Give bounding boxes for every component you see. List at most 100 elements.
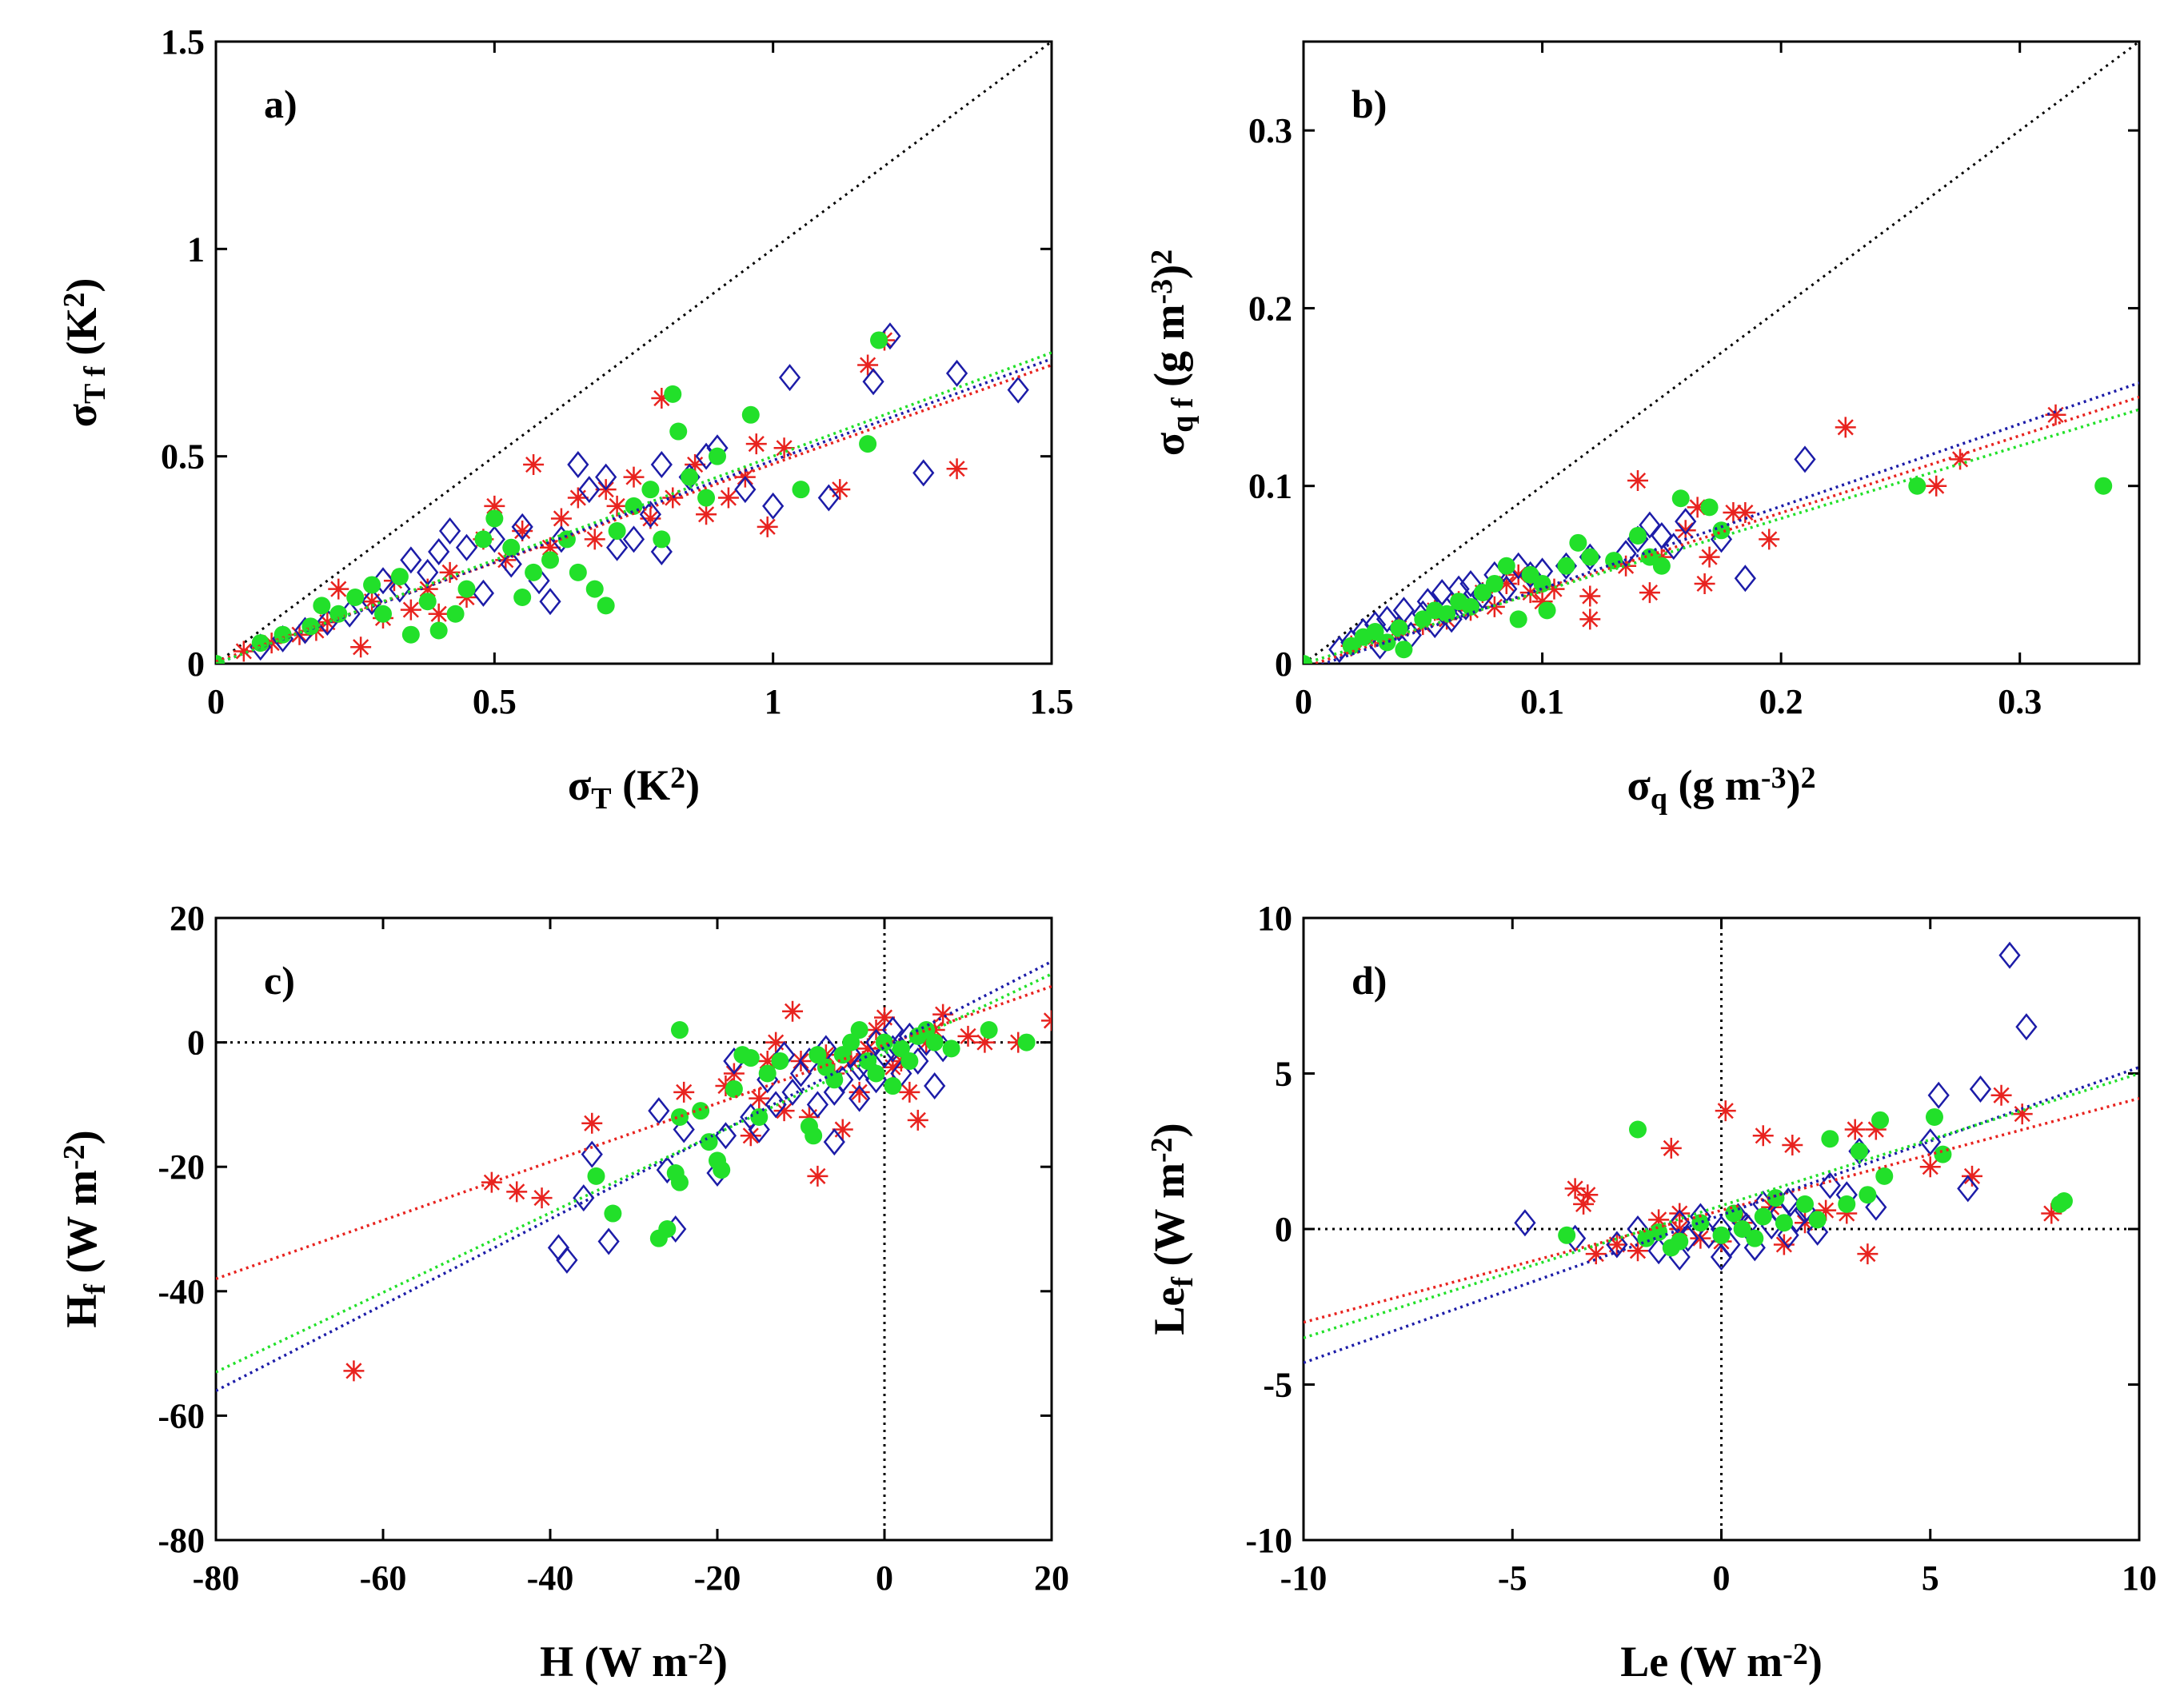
- point-asterisk: [1919, 1156, 1941, 1178]
- point-dot: [1871, 1111, 1890, 1129]
- point-asterisk: [1836, 1203, 1858, 1224]
- point-dot: [725, 1079, 743, 1098]
- point-dot: [825, 1071, 844, 1089]
- point-asterisk: [740, 1125, 761, 1147]
- y-axis-label-part: σ: [1145, 432, 1193, 456]
- point-dot: [301, 617, 320, 636]
- point-diamond: [400, 546, 422, 574]
- fit-line-red: [216, 984, 1052, 1280]
- point-asterisk: [957, 1025, 979, 1047]
- x-axis-label: H (W m-2): [540, 1638, 728, 1686]
- y-axis-label-part: (W m: [1145, 1163, 1193, 1277]
- y-tick-label: -20: [158, 1147, 205, 1187]
- point-asterisk: [1627, 470, 1648, 492]
- y-axis-label: σq f (g m-3)2: [1145, 249, 1200, 456]
- panel-label: b): [1352, 82, 1387, 126]
- point-diamond: [1675, 508, 1697, 536]
- point-asterisk: [773, 1100, 795, 1122]
- point-dot: [859, 1052, 877, 1070]
- series-asterisk-red: [233, 329, 968, 662]
- point-diamond: [578, 476, 601, 504]
- point-asterisk: [696, 504, 717, 525]
- point-asterisk: [1752, 1125, 1774, 1147]
- point-dot: [1691, 1214, 1710, 1232]
- point-diamond: [1639, 511, 1661, 539]
- panel-label: d): [1352, 958, 1387, 1003]
- point-asterisk: [2011, 1103, 2033, 1125]
- y-tick-label: -10: [1245, 1521, 1292, 1560]
- point-diamond: [817, 484, 840, 512]
- fit-line-green: [216, 972, 1052, 1374]
- x-axis-label-part: 2: [670, 761, 685, 795]
- point-dot: [1808, 1211, 1827, 1229]
- point-dot: [1821, 1130, 1839, 1148]
- point-asterisk: [328, 578, 349, 600]
- point-asterisk: [907, 1109, 928, 1131]
- point-dot: [980, 1021, 998, 1040]
- y-tick-label: -40: [158, 1272, 205, 1311]
- point-dot: [390, 568, 409, 586]
- y-tick-label: 1: [187, 229, 205, 269]
- point-asterisk: [1606, 1234, 1627, 1255]
- point-dot: [1859, 1186, 1877, 1204]
- point-diamond: [879, 322, 901, 350]
- fit-line-blue: [1304, 1066, 2139, 1364]
- point-dot: [457, 580, 476, 598]
- point-asterisk: [1773, 1234, 1795, 1255]
- point-diamond: [1375, 605, 1399, 633]
- point-dot: [1395, 640, 1413, 659]
- point-diamond: [1615, 540, 1637, 568]
- point-dot: [502, 538, 521, 557]
- point-asterisk: [765, 1032, 787, 1053]
- point-dot: [809, 1046, 827, 1064]
- x-axis-label-part: ): [713, 1638, 728, 1686]
- point-diamond: [361, 588, 383, 616]
- point-asterisk: [745, 433, 767, 455]
- x-tick-label: -10: [1280, 1558, 1328, 1598]
- point-asterisk: [946, 458, 968, 480]
- x-tick-label: -40: [527, 1558, 574, 1598]
- point-asterisk: [350, 637, 372, 658]
- point-asterisk: [606, 495, 628, 517]
- point-asterisk: [857, 1038, 879, 1060]
- point-asterisk: [848, 1081, 870, 1103]
- point-asterisk: [567, 487, 589, 509]
- axes-box: [1302, 40, 2141, 665]
- point-dot: [1569, 533, 1587, 552]
- point-asterisk: [1648, 1209, 1670, 1231]
- point-dot: [429, 621, 448, 640]
- point-asterisk: [361, 591, 383, 613]
- point-asterisk: [1735, 502, 1756, 524]
- point-asterisk: [807, 1165, 828, 1187]
- y-tick-label: -80: [158, 1521, 205, 1560]
- point-dot: [664, 385, 682, 403]
- point-asterisk: [1495, 573, 1517, 594]
- point-diamond: [639, 501, 662, 529]
- point-diamond: [1785, 1206, 1808, 1234]
- y-tick-label: 1.5: [161, 22, 205, 62]
- y-tick-label: 0: [1275, 1210, 1292, 1249]
- y-tick-label: 0.5: [161, 437, 205, 477]
- point-diamond: [778, 364, 801, 392]
- point-dot: [1934, 1145, 1952, 1163]
- point-asterisk: [1543, 578, 1565, 600]
- x-tick-label: 0.2: [1759, 682, 1803, 721]
- point-dot: [1733, 1220, 1751, 1238]
- point-dot: [1650, 1223, 1668, 1241]
- point-asterisk: [317, 612, 338, 633]
- point-diamond: [1807, 1218, 1829, 1246]
- point-dot: [2054, 1191, 2073, 1210]
- x-tick-label: -80: [193, 1558, 240, 1598]
- point-asterisk: [874, 1007, 895, 1028]
- x-tick-label: -5: [1498, 1558, 1527, 1598]
- point-asterisk: [717, 487, 739, 509]
- point-dot: [700, 1133, 718, 1151]
- point-dot: [670, 1173, 689, 1191]
- point-dot: [713, 1161, 731, 1179]
- point-asterisk: [685, 454, 706, 476]
- point-dot: [401, 625, 420, 644]
- y-axis-label-part: -3: [1145, 279, 1179, 305]
- point-dot: [709, 447, 726, 465]
- point-dot: [681, 468, 699, 486]
